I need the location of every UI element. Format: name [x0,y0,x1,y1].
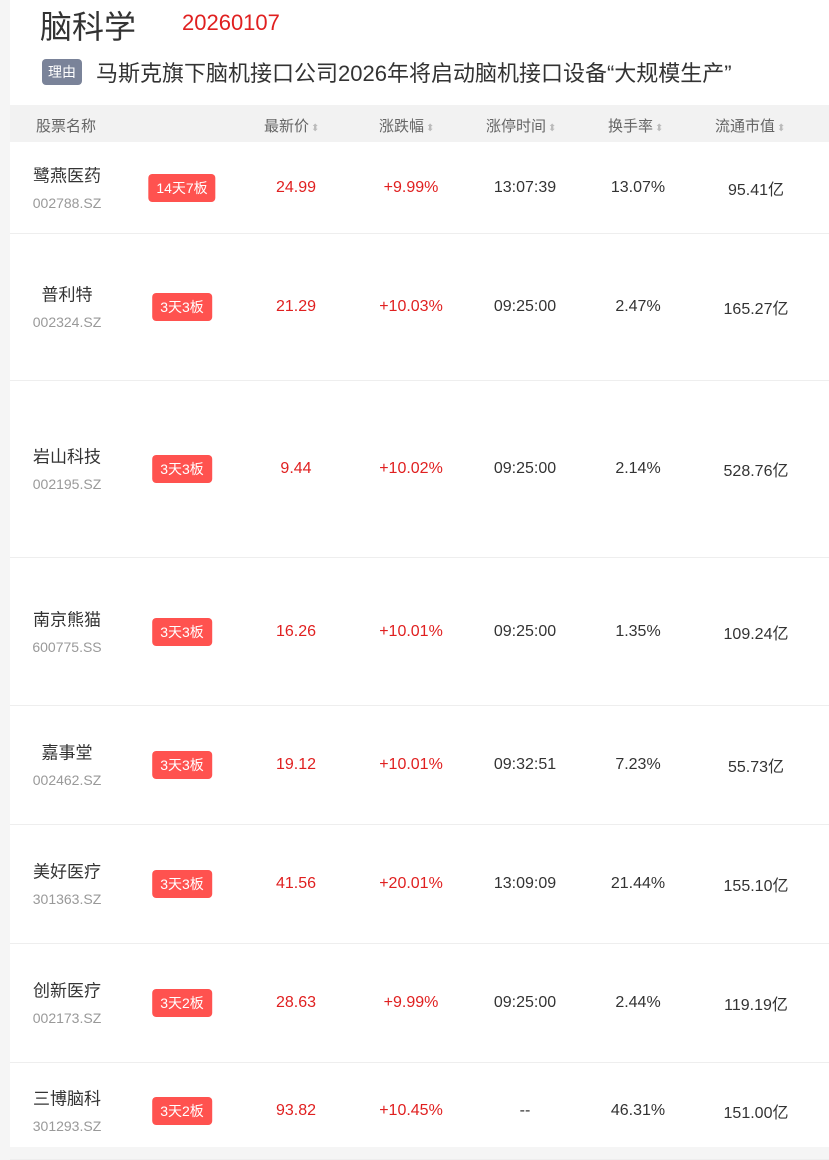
market-cap: 165.27亿 [723,301,789,318]
stock-name: 普利特 [41,285,93,305]
stock-name: 美好医疗 [33,862,101,882]
change: +10.03% [379,298,443,315]
stock-code: 301363.SZ [32,891,102,907]
page-title: 脑科学 [40,9,137,45]
stock-code: 002195.SZ [32,476,102,492]
price: 21.29 [275,298,317,315]
date: 20260107 [182,10,280,35]
market-cap: 155.10亿 [723,878,789,895]
table-row[interactable]: 普利特 002324.SZ 3天3板 21.29 +10.03% 09:25:00 2.47… [10,234,829,381]
market-cap: 55.73亿 [727,759,785,776]
stock-code: 002173.SZ [32,1010,102,1026]
col-name: 股票名称 [36,118,97,135]
price: 19.12 [275,756,317,773]
table-row[interactable]: 三博脑科 301293.SZ 3天2板 93.82 +10.45% -- 46.31% 151… [10,1063,829,1160]
price: 41.56 [275,875,317,892]
sort-icon[interactable]: ⬍ [548,123,557,134]
reason: 理由 马斯克旗下脑机接口公司2026年将启动脑机接口设备“大规模生产” [42,56,732,88]
stock-code: 002788.SZ [32,194,102,211]
price: 24.99 [275,178,317,196]
market-cap: 109.24亿 [723,625,789,643]
limit-time: 13:09:09 [493,875,557,892]
sort-icon[interactable]: ⬍ [426,123,435,134]
streak-badge: 3天2板 [152,989,212,1017]
table-row[interactable]: 岩山科技 002195.SZ 3天3板 9.44 +10.02% 09:25:00 2.14… [10,381,829,558]
turnover: 2.47% [615,298,661,315]
change: +10.02% [379,460,443,477]
turnover: 21.44% [610,875,666,892]
turnover: 2.44% [615,994,661,1011]
price: 28.63 [275,994,317,1011]
streak-badge: 14天7板 [148,173,216,202]
turnover: 7.23% [615,756,661,773]
change: +10.45% [379,1102,443,1119]
streak-badge: 3天3板 [152,293,212,321]
stock-name: 鹭燕医药 [33,166,101,185]
streak-badge: 3天3板 [152,617,212,646]
col-turnover[interactable]: 换手率 ⬍ [608,118,664,135]
stock-name: 岩山科技 [33,447,101,467]
table-row[interactable]: 南京熊猫 600775.SS 3天3板 16.26 +10.01% 09:25:00 1.3… [10,558,829,706]
col-change[interactable]: 涨跌幅 ⬍ [379,118,435,135]
turnover: 1.35% [615,622,661,640]
turnover: 13.07% [610,178,666,196]
price: 9.44 [280,460,312,477]
sort-icon[interactable]: ⬍ [655,123,664,134]
streak-badge: 3天3板 [152,455,212,483]
limit-time: 13:07:39 [493,178,557,196]
change: +20.01% [379,875,443,892]
page: 脑科学 20260107 理由 马斯克旗下脑机接口公司2026年将启动脑机接口设… [10,0,829,1160]
streak-badge: 3天2板 [152,1097,212,1125]
limit-time: 09:25:00 [493,622,557,640]
limit-time: 09:25:00 [493,460,557,477]
limit-time: -- [519,1102,531,1119]
turnover: 2.14% [615,460,661,477]
col-cap[interactable]: 流通市值 ⬍ [715,118,786,135]
market-cap: 95.41亿 [727,181,785,199]
stock-code: 301293.SZ [32,1118,102,1134]
table-row[interactable]: 创新医疗 002173.SZ 3天2板 28.63 +9.99% 09:25:00 2.44… [10,944,829,1063]
market-cap: 151.00亿 [723,1105,789,1122]
change: +9.99% [383,994,439,1011]
col-price[interactable]: 最新价 ⬍ [264,118,320,135]
streak-badge: 3天3板 [152,870,212,898]
sort-icon[interactable]: ⬍ [777,123,786,134]
table-row[interactable]: 鹭燕医药 002788.SZ 14天7板 24.99 +9.99% 13:07:39 13.… [10,142,829,234]
stock-code: 600775.SS [32,638,102,655]
stock-code: 002324.SZ [32,314,102,330]
stock-name: 南京熊猫 [33,610,101,629]
table-header: 股票名称 最新价 ⬍ 涨跌幅 ⬍ 涨停时间 ⬍ 换手率 ⬍ 流通市值 ⬍ [10,105,829,142]
stock-name: 创新医疗 [33,981,101,1001]
table-row[interactable]: 嘉事堂 002462.SZ 3天3板 19.12 +10.01% 09:32:51 7.23… [10,706,829,825]
limit-time: 09:25:00 [493,298,557,315]
price: 93.82 [275,1102,317,1119]
table-row[interactable]: 美好医疗 301363.SZ 3天3板 41.56 +20.01% 13:09:09 21.… [10,825,829,944]
change: +9.99% [383,178,439,196]
reason-tag: 理由 [42,59,82,85]
sort-icon[interactable]: ⬍ [311,123,320,134]
limit-time: 09:25:00 [493,994,557,1011]
change: +10.01% [379,622,443,640]
limit-time: 09:32:51 [493,756,557,773]
change: +10.01% [379,756,443,773]
market-cap: 528.76亿 [723,463,789,480]
streak-badge: 3天3板 [152,751,212,779]
reason-text: 马斯克旗下脑机接口公司2026年将启动脑机接口设备“大规模生产” [96,61,732,86]
stock-name: 三博脑科 [33,1089,101,1109]
market-cap: 119.19亿 [724,997,788,1014]
col-time[interactable]: 涨停时间 ⬍ [486,118,557,135]
turnover: 46.31% [610,1102,666,1119]
stock-code: 002462.SZ [32,772,102,788]
price: 16.26 [275,622,317,640]
stock-name: 嘉事堂 [41,743,93,763]
